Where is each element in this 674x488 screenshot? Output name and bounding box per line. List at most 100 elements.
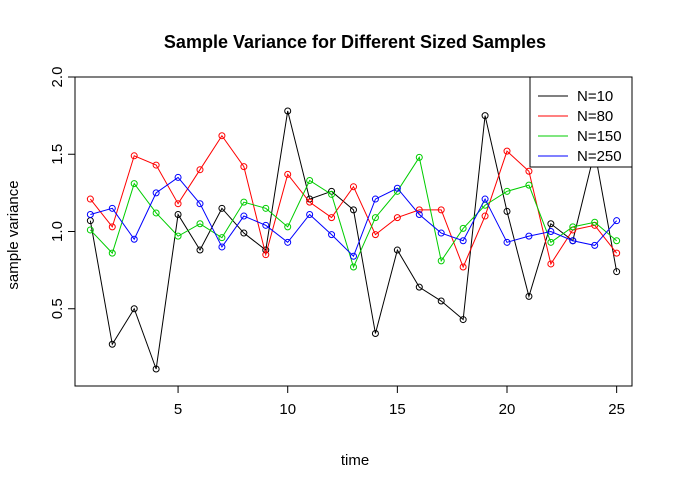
legend-label: N=250 xyxy=(577,148,622,165)
data-point xyxy=(152,189,160,197)
data-point xyxy=(547,238,555,246)
data-point xyxy=(284,107,292,115)
data-point xyxy=(174,211,182,219)
data-point xyxy=(196,220,204,228)
data-point xyxy=(437,229,445,237)
data-point xyxy=(481,112,489,120)
data-point xyxy=(547,228,555,235)
series-line xyxy=(90,176,618,258)
data-point xyxy=(174,232,182,240)
data-point xyxy=(437,206,445,214)
chart-title: Sample Variance for Different Sized Samp… xyxy=(164,32,546,52)
data-point xyxy=(591,241,599,249)
data-point xyxy=(350,183,357,191)
data-point xyxy=(503,238,511,246)
data-point xyxy=(525,167,533,175)
data-point xyxy=(613,217,621,225)
series-line xyxy=(89,156,617,269)
data-point xyxy=(328,214,336,222)
data-point xyxy=(459,224,467,232)
data-point xyxy=(108,249,116,257)
data-point xyxy=(613,237,621,245)
data-point xyxy=(350,263,357,271)
data-point xyxy=(525,181,533,189)
data-point xyxy=(503,207,511,215)
data-point xyxy=(306,211,314,219)
x-tick-label: 10 xyxy=(279,401,296,418)
data-point xyxy=(437,257,445,265)
data-point xyxy=(196,200,204,208)
data-point xyxy=(108,204,116,212)
data-point xyxy=(350,206,357,214)
data-point xyxy=(459,316,467,324)
data-point xyxy=(108,223,116,231)
data-point xyxy=(152,365,160,373)
x-tick-label: 15 xyxy=(389,401,406,418)
data-point xyxy=(108,340,116,348)
legend-box xyxy=(529,76,633,168)
data-point xyxy=(196,166,204,174)
y-tick-label: 1.5 xyxy=(49,144,66,165)
data-point xyxy=(284,170,292,178)
data-point xyxy=(547,260,555,268)
data-point xyxy=(591,218,599,226)
legend-label: N=10 xyxy=(577,88,613,105)
series-line xyxy=(89,110,618,370)
data-point xyxy=(371,195,379,203)
data-point xyxy=(393,214,401,222)
legend: N=10 N=80 N=150 N=250 xyxy=(529,76,633,168)
data-point xyxy=(547,220,555,228)
data-point xyxy=(481,195,489,203)
data-point xyxy=(130,305,138,313)
data-point xyxy=(262,204,270,212)
data-point xyxy=(415,206,423,214)
data-point xyxy=(262,221,270,229)
data-point xyxy=(459,263,467,271)
y-tick-label: 0.5 xyxy=(49,298,66,319)
data-point xyxy=(350,252,357,260)
data-point xyxy=(371,329,379,337)
data-point xyxy=(525,232,533,240)
legend-label: N=150 xyxy=(577,128,622,145)
data-point xyxy=(86,195,94,203)
data-point xyxy=(86,226,94,234)
data-point xyxy=(437,297,445,305)
data-point xyxy=(306,198,314,206)
data-point xyxy=(152,161,160,169)
y-axis: 0.5 1.0 1.5 2.0 xyxy=(49,67,75,319)
x-tick-label: 25 xyxy=(608,401,625,418)
x-tick-label: 20 xyxy=(499,401,516,418)
data-point xyxy=(569,223,577,231)
data-point xyxy=(86,211,94,219)
data-point xyxy=(415,211,423,219)
data-point xyxy=(371,214,379,222)
data-point xyxy=(196,246,204,254)
y-tick-label: 1.0 xyxy=(49,221,66,242)
data-point xyxy=(218,243,226,251)
data-point xyxy=(393,184,401,192)
data-point xyxy=(240,212,248,220)
data-point xyxy=(459,237,467,245)
data-point xyxy=(262,251,270,259)
data-point xyxy=(174,200,182,208)
data-point xyxy=(328,231,336,239)
data-point xyxy=(240,163,248,171)
data-point xyxy=(328,190,336,198)
legend-label: N=80 xyxy=(577,108,613,125)
data-point xyxy=(218,234,226,242)
data-point xyxy=(218,204,226,212)
data-point xyxy=(371,231,379,239)
x-tick-label: 5 xyxy=(174,401,182,418)
y-tick-label: 2.0 xyxy=(49,67,66,88)
data-point xyxy=(393,246,401,254)
x-axis-label: time xyxy=(341,452,369,469)
data-point xyxy=(240,198,248,206)
y-axis-label: sample variance xyxy=(5,180,22,289)
data-point xyxy=(174,173,182,181)
data-point xyxy=(503,147,511,155)
data-point xyxy=(503,187,511,195)
data-point xyxy=(415,153,423,161)
data-point xyxy=(284,238,292,246)
data-point xyxy=(240,229,248,237)
